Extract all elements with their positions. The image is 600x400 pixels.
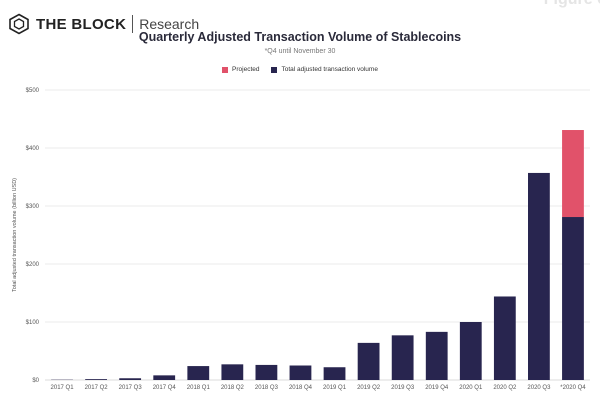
figure-label: Figure 6 [544,0,600,9]
bar-total [119,378,142,380]
y-tick-label: $300 [26,204,40,210]
x-tick-label: 2018 Q4 [289,385,313,391]
x-tick-label: 2017 Q1 [51,385,75,391]
bar-total [221,364,244,380]
bar-total [425,331,448,380]
x-tick-label: 2019 Q3 [391,385,415,391]
x-tick-label: 2019 Q4 [425,385,449,391]
x-tick-label: 2018 Q1 [187,385,211,391]
x-tick-label: 2020 Q1 [459,385,483,391]
x-tick-label: 2020 Q2 [493,385,517,391]
x-tick-label: 2018 Q3 [255,385,279,391]
x-tick-label: 2019 Q1 [323,385,347,391]
bar-total [528,172,550,380]
legend-label-total: Total adjusted transaction volume [281,66,378,73]
brand-divider [132,15,134,33]
y-tick-label: $0 [32,378,39,384]
x-tick-label: *2020 Q4 [560,385,586,391]
x-tick-label: 2017 Q3 [119,385,143,391]
chart-subtitle: *Q4 until November 30 [264,48,336,55]
chart-title: Quarterly Adjusted Transaction Volume of… [138,30,462,44]
brand-subtitle: Research [139,16,200,32]
legend-label-projected: Projected [232,66,260,73]
y-tick-label: $100 [26,320,40,326]
y-tick-label: $400 [26,146,40,152]
x-tick-label: 2018 Q2 [221,385,245,391]
y-axis-title: Total adjusted transaction volume (billi… [12,178,18,292]
x-tick-label: 2017 Q2 [85,385,109,391]
bar-total [289,365,312,380]
legend-item-total: Total adjusted transaction volume [271,66,378,73]
y-tick-label: $200 [26,262,40,268]
bar-total [357,342,380,380]
bar-total [153,375,176,380]
bar-total [323,367,346,380]
bar-total [187,366,210,380]
legend-swatch-projected [222,66,229,73]
legend-swatch-total [271,66,278,73]
chart-legend: Projected Total adjusted transaction vol… [0,66,600,73]
cube-logo-icon [9,13,29,35]
x-tick-label: 2017 Q4 [153,385,177,391]
y-tick-label: $500 [26,88,40,94]
brand-name: THE BLOCK [36,15,127,33]
x-tick-label: 2019 Q2 [357,385,381,391]
bar-total [391,335,414,380]
legend-item-projected: Projected [222,66,259,73]
bar-total [459,322,482,380]
brand-header: THE BLOCK Research [8,12,199,36]
bar-total [255,364,278,380]
bar-total [493,296,516,380]
bar-projected [562,130,584,218]
bar-total [562,217,584,380]
bar-total [85,379,107,380]
x-tick-label: 2020 Q3 [527,385,551,391]
